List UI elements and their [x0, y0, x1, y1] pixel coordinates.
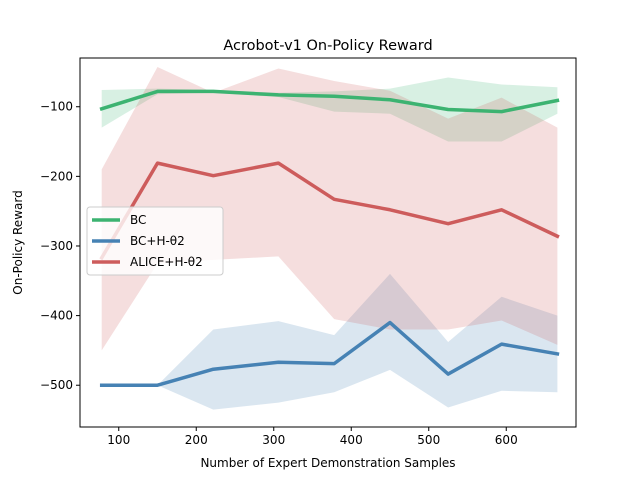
x-tick-label: 300 — [262, 433, 285, 447]
y-tick-label: −400 — [40, 309, 73, 323]
x-tick-label: 100 — [107, 433, 130, 447]
chart-title: Acrobot-v1 On-Policy Reward — [223, 38, 432, 54]
y-tick-label: −500 — [40, 378, 73, 392]
legend-label: ALICE+H-θ2 — [130, 255, 203, 269]
confidence-bands — [101, 67, 558, 410]
y-tick-label: −100 — [40, 100, 73, 114]
legend-label: BC+H-θ2 — [130, 234, 185, 248]
x-axis: 100 200 300 400 500 600 — [107, 427, 518, 447]
x-axis-label: Number of Expert Demonstration Samples — [200, 456, 455, 470]
line-series-0 — [99, 89, 560, 114]
legend-box — [86, 206, 224, 276]
x-tick-label: 500 — [417, 433, 440, 447]
y-tick-label: −300 — [40, 239, 73, 253]
legend: BC BC+H-θ2 ALICE+H-θ2 — [86, 206, 224, 276]
line-series-2 — [99, 161, 560, 261]
band-series-1 — [101, 273, 558, 410]
plot-frame — [79, 57, 577, 428]
x-tick-label: 400 — [340, 433, 363, 447]
band-series-2 — [101, 67, 558, 351]
x-tick-label: 200 — [185, 433, 208, 447]
series-lines — [99, 89, 560, 387]
y-axis: −500 −400 −300 −200 −100 — [40, 100, 80, 392]
y-tick-label: −200 — [40, 169, 73, 183]
band-series-0 — [101, 77, 558, 142]
line-series-1 — [99, 320, 560, 387]
x-tick-label: 600 — [495, 433, 518, 447]
y-axis-label: On-Policy Reward — [11, 190, 25, 294]
legend-label: BC — [130, 213, 146, 227]
